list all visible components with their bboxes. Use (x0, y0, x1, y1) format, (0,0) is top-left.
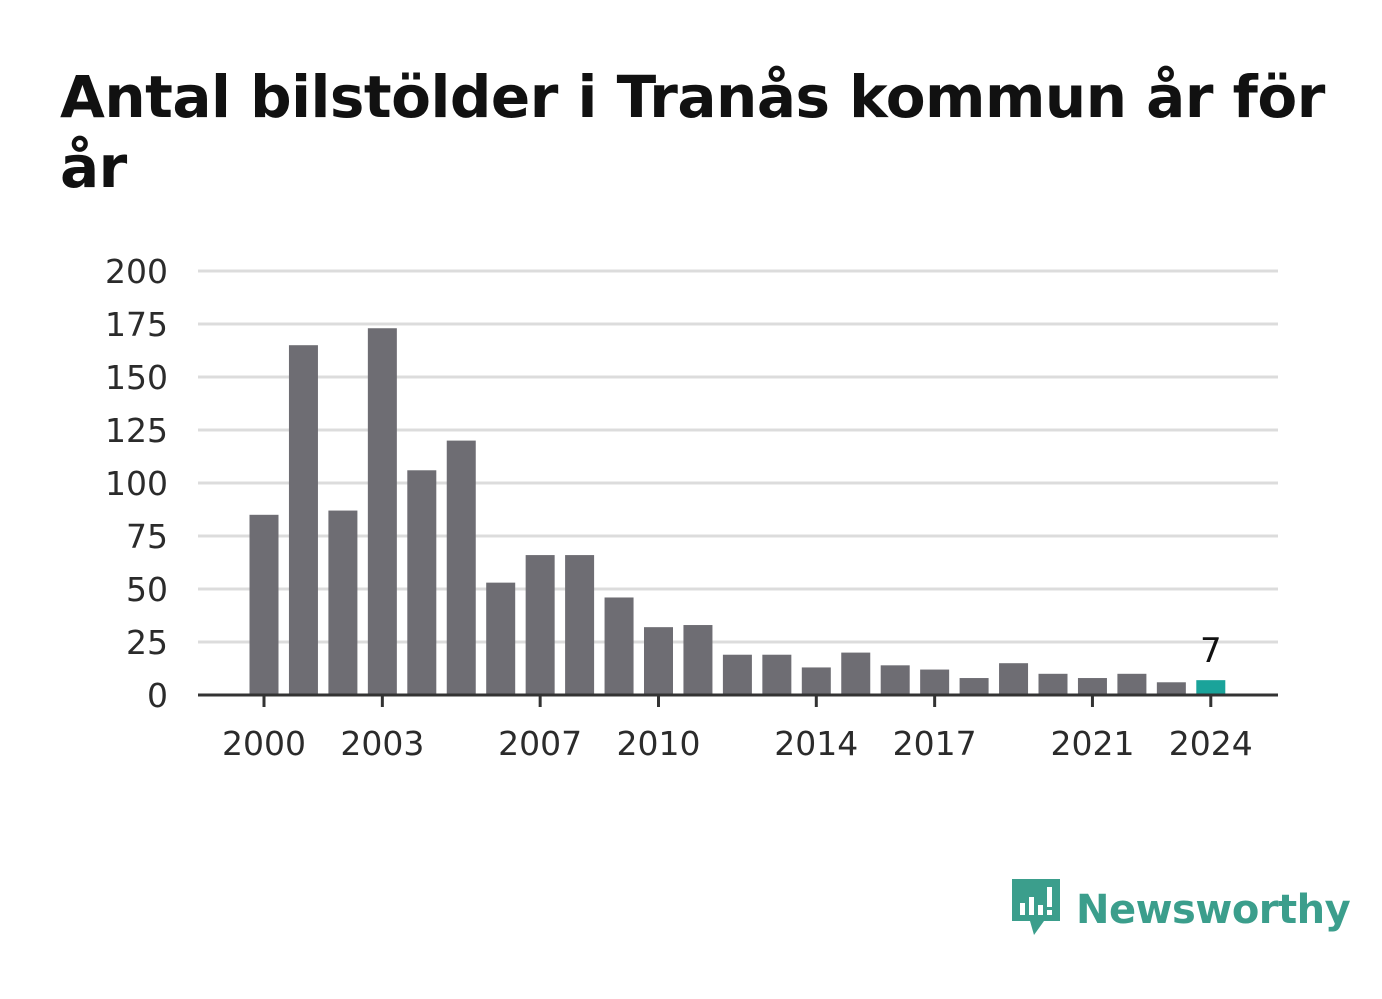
x-tick-label: 2007 (498, 724, 582, 763)
bar-2005 (446, 440, 476, 695)
newsworthy-logo-icon (1010, 877, 1062, 943)
bar-2012 (722, 654, 752, 695)
bar-2006 (486, 582, 516, 695)
x-axis (198, 693, 1278, 707)
x-tick-label: 2000 (222, 724, 306, 763)
bar-2001 (288, 345, 318, 695)
y-tick-label: 25 (126, 623, 168, 662)
bar-2007 (525, 555, 555, 695)
bar-2003 (367, 328, 397, 695)
x-tick-label: 2021 (1050, 724, 1134, 763)
y-tick-label: 175 (105, 305, 168, 344)
y-tick-label: 150 (105, 358, 168, 397)
bar-2023 (1156, 682, 1186, 695)
bar-2020 (1038, 673, 1068, 695)
newsworthy-brand: Newsworthy (1010, 877, 1351, 943)
x-tick-label: 2017 (893, 724, 977, 763)
x-tick-label: 2010 (617, 724, 701, 763)
bar-2009 (604, 597, 634, 695)
bar-2013 (762, 654, 792, 695)
bar-2004 (407, 470, 437, 695)
bar-2015 (841, 652, 871, 695)
bar-2019 (999, 663, 1029, 695)
y-tick-labels: 0 25 50 75 100 125 150 175 200 (105, 252, 168, 715)
x-tick-label: 2014 (774, 724, 858, 763)
x-tick-labels: 2000 2003 2007 2010 2014 2017 2021 2024 (222, 724, 1253, 763)
bar-2022 (1117, 673, 1147, 695)
bar-2010 (644, 627, 673, 695)
data-label-2024: 7 (1200, 631, 1222, 671)
y-tick-label: 50 (126, 570, 168, 609)
brand-name: Newsworthy (1076, 887, 1351, 933)
bar-2008 (565, 555, 595, 695)
bar-2021 (1077, 678, 1107, 695)
bar-2002 (328, 510, 358, 695)
data-labels: 7 (1200, 631, 1222, 671)
x-tick-label: 2003 (340, 724, 424, 763)
bar-2011 (683, 625, 713, 695)
y-tick-label: 75 (126, 517, 168, 556)
y-tick-label: 125 (105, 411, 168, 450)
y-tick-label: 100 (105, 464, 168, 503)
x-tick-label: 2024 (1169, 724, 1253, 763)
bars (249, 328, 1226, 695)
bar-2024 (1196, 680, 1226, 695)
bar-2014 (801, 667, 831, 695)
chart-title: Antal bilstölder i Tranås kommun år för … (60, 63, 1325, 201)
y-tick-label: 0 (147, 676, 168, 715)
y-grid (198, 269, 1278, 644)
bar-2000 (249, 514, 279, 695)
bar-2017 (920, 669, 950, 695)
y-tick-label: 200 (105, 252, 168, 291)
bar-2018 (959, 678, 989, 695)
bar-2016 (880, 665, 910, 695)
